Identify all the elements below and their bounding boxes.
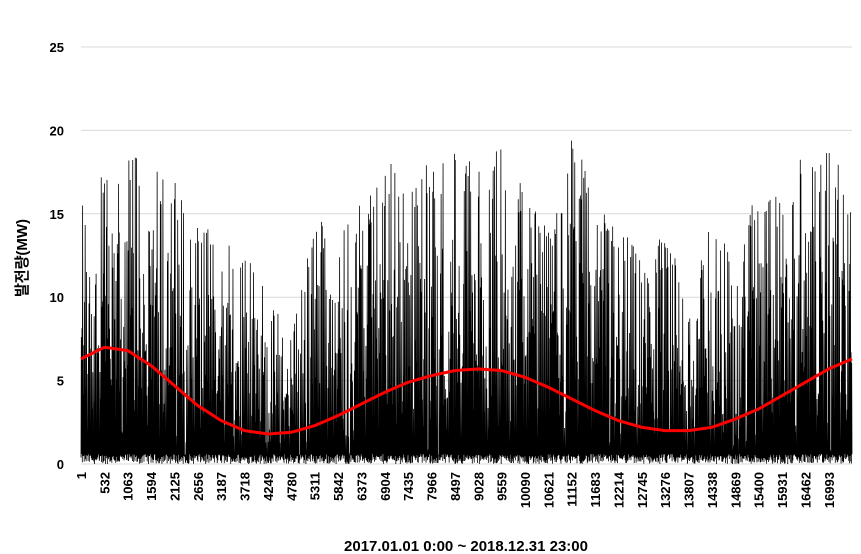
x-axis-label: 2017.01.01 0:00 ~ 2018.12.31 23:00 — [344, 538, 588, 554]
y-tick-label: 20 — [50, 123, 64, 138]
y-tick-label: 0 — [57, 457, 64, 472]
x-tick-label: 7966 — [425, 472, 440, 501]
y-axis-label: 발전량(MW) — [13, 219, 31, 297]
trend-line — [80, 345, 853, 436]
x-tick-label: 2656 — [191, 472, 206, 501]
x-tick-label: 10621 — [541, 472, 556, 508]
x-tick-label: 4249 — [261, 472, 276, 501]
x-tick-label: 14869 — [728, 472, 743, 508]
y-tick-labels: 0 5 10 15 20 25 — [50, 40, 64, 472]
x-tick-label: 15931 — [775, 472, 790, 508]
x-tick-label: 5842 — [331, 472, 346, 501]
x-tick-label: 8497 — [448, 472, 463, 501]
x-tick-label: 12745 — [635, 472, 650, 508]
x-tick-label: 14338 — [705, 472, 720, 508]
y-tick-label: 5 — [57, 374, 64, 389]
x-tick-label: 11152 — [565, 472, 580, 507]
x-tick-label: 2125 — [167, 472, 182, 501]
x-tick-label: 13276 — [658, 472, 673, 508]
x-tick-labels: 1 532 1063 1594 2125 2656 3187 3718 4249 4780 5311… — [74, 471, 837, 508]
x-tick-label: 1594 — [144, 471, 159, 501]
x-tick-label: 11683 — [588, 472, 603, 507]
x-tick-label: 5311 — [308, 472, 323, 500]
y-tick-label: 15 — [50, 207, 64, 222]
x-tick-label: 6373 — [354, 472, 369, 501]
x-tick-label: 6904 — [378, 471, 393, 501]
x-tick-label: 10090 — [518, 472, 533, 508]
x-tick-label: 532 — [97, 472, 112, 494]
x-tick-label: 16462 — [798, 472, 813, 508]
hourly-generation-line — [80, 140, 853, 465]
x-tick-label: 9559 — [495, 472, 510, 501]
x-tick-label: 1 — [74, 472, 89, 479]
x-tick-label: 3718 — [238, 472, 253, 501]
x-tick-label: 12214 — [611, 471, 626, 508]
y-tick-label: 10 — [50, 290, 64, 305]
x-tick-label: 9028 — [471, 472, 486, 501]
x-tick-label: 13807 — [682, 472, 697, 508]
x-tick-label: 3187 — [214, 472, 229, 501]
x-tick-label: 1063 — [121, 472, 136, 501]
x-tick-label: 4780 — [284, 472, 299, 501]
x-tick-label: 15400 — [752, 472, 767, 508]
y-tick-label: 25 — [50, 40, 64, 55]
x-tick-label: 16993 — [822, 472, 837, 508]
x-tick-label: 7435 — [401, 472, 416, 501]
